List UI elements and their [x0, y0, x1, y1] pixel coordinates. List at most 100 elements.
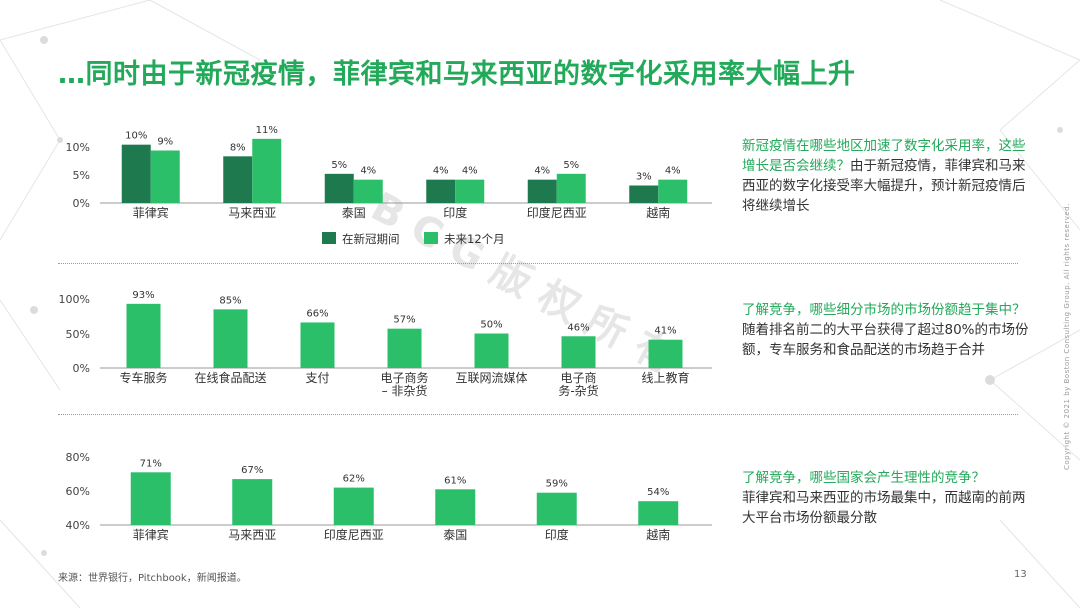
chart1-data-label: 5% — [331, 160, 347, 171]
chart2-category-label: 电子商务 — [380, 370, 428, 385]
chart1-data-label: 4% — [534, 166, 550, 177]
legend-swatch — [424, 232, 438, 244]
chart2-bar — [648, 339, 683, 368]
source-note: 来源：世界银行，Pitchbook，新闻报道。 — [58, 573, 247, 584]
chart3-data-label: 71% — [140, 458, 162, 469]
chart1-bar — [324, 173, 354, 203]
chart1-data-label: 4% — [462, 166, 478, 177]
chart1-ytick-label: 5% — [73, 169, 90, 182]
chart1-bar — [353, 179, 383, 203]
chart1-category-label: 越南 — [646, 205, 670, 220]
chart3-bar — [232, 479, 273, 525]
chart1-data-label: 4% — [433, 166, 449, 177]
chart1-data-label: 10% — [125, 131, 147, 142]
chart2-category-label: 支付 — [305, 371, 329, 385]
chart1-data-label: 5% — [563, 160, 579, 171]
chart3-bar — [536, 492, 577, 525]
chart3-category-label: 印度尼西亚 — [324, 527, 384, 542]
insight-note-1: 新冠疫情在哪些地区加速了数字化采用率，这些增长是否会继续？由于新冠疫情，菲律宾和… — [742, 136, 1034, 216]
chart1-data-label: 4% — [665, 166, 681, 177]
chart2-category-label: 务-杂货 — [558, 383, 598, 398]
section-divider-2 — [58, 414, 1018, 415]
chart1-category-label: 马来西亚 — [228, 206, 276, 220]
chart3-bar — [130, 472, 171, 525]
chart2-data-label: 85% — [219, 295, 241, 306]
chart1-bar — [150, 150, 180, 203]
chart3-data-label: 62% — [343, 474, 365, 485]
page-number: 13 — [1014, 569, 1027, 580]
chart3-ytick-label: 40% — [66, 519, 90, 532]
chart1-bar — [252, 138, 282, 203]
chart3-bar — [435, 489, 476, 525]
legend-label: 在新冠期间 — [342, 232, 400, 246]
chart1-data-label: 11% — [256, 125, 278, 136]
insight-note-2: 了解竞争，哪些细分市场的市场份额趋于集中？ 随着排名前二的大平台获得了超过80%的… — [742, 300, 1034, 360]
chart3-category-label: 菲律宾 — [133, 527, 169, 542]
chart2-bar — [474, 333, 509, 368]
chart2-ytick-label: 100% — [59, 293, 90, 306]
insight-note-3: 了解竞争，哪些国家会产生理性的竞争？ 菲律宾和马来西亚的市场最集中，而越南的前两大… — [742, 468, 1034, 528]
chart1-bar — [629, 185, 659, 203]
chart3-category-label: 马来西亚 — [228, 528, 276, 542]
chart1-data-label: 3% — [636, 172, 652, 183]
chart2-category-label: 互联网流媒体 — [455, 371, 527, 385]
legend-label: 未来12个月 — [444, 232, 505, 246]
chart3-category-label: 越南 — [646, 527, 670, 542]
copyright-notice: Copyright © 2021 by Boston Consulting Gr… — [1063, 203, 1071, 470]
legend-swatch — [322, 232, 336, 244]
chart1-bar — [556, 173, 586, 203]
chart2-bar — [300, 322, 335, 368]
chart3-ytick-label: 60% — [66, 485, 90, 498]
chart2-bar — [213, 309, 248, 368]
insight-answer-3: 菲律宾和马来西亚的市场最集中，而越南的前两大平台市场份额最分散 — [742, 490, 1026, 526]
chart1-bar — [658, 179, 688, 203]
insight-answer-2: 随着排名前二的大平台获得了超过80%的市场份额，专车服务和食品配送的市场趋于合并 — [742, 322, 1029, 358]
chart3-data-label: 59% — [546, 479, 568, 490]
insight-question-2: 了解竞争，哪些细分市场的市场份额趋于集中？ — [742, 302, 1026, 318]
chart1-category-label: 泰国 — [342, 206, 366, 220]
chart2-ytick-label: 50% — [66, 328, 90, 341]
chart3-ytick-label: 80% — [66, 451, 90, 464]
chart3-category-label: 泰国 — [443, 528, 467, 542]
chart2-data-label: 41% — [654, 326, 676, 337]
insight-question-1: 新冠疫情在哪些地区加速了数字化采用率，这些增长是否会继续？ — [742, 138, 1026, 174]
chart1-data-label: 9% — [157, 137, 173, 148]
chart2-data-label: 57% — [393, 315, 415, 326]
chart3-data-label: 67% — [241, 465, 263, 476]
chart2-data-label: 93% — [132, 290, 154, 301]
chart2-category-label: 专车服务 — [119, 370, 167, 385]
chart1-bar — [455, 179, 485, 203]
insight-question-3: 了解竞争，哪些国家会产生理性的竞争？ — [742, 470, 985, 486]
chart2-category-label: – 非杂货 — [382, 383, 428, 398]
section-divider-1 — [58, 263, 1018, 264]
chart1-category-label: 菲律宾 — [133, 205, 169, 220]
chart2-data-label: 46% — [567, 322, 589, 333]
chart3-bar — [638, 501, 679, 525]
chart2-category-label: 线上教育 — [641, 370, 689, 385]
chart1-data-label: 8% — [230, 142, 246, 153]
chart2-category-label: 在线食品配送 — [194, 370, 266, 385]
chart1-bar — [223, 156, 253, 203]
chart1-data-label: 4% — [360, 166, 376, 177]
chart2-bar — [387, 328, 422, 368]
chart1-bar — [426, 179, 456, 203]
chart1-bar — [527, 179, 557, 203]
chart2-category-label: 电子商 — [560, 370, 596, 385]
chart3-data-label: 61% — [444, 475, 466, 486]
chart3-bar — [333, 487, 374, 525]
chart1-category-label: 印度尼西亚 — [527, 205, 587, 220]
chart1-ytick-label: 0% — [73, 197, 90, 210]
page-title: …同时由于新冠疫情，菲律宾和马来西亚的数字化采用率大幅上升 — [58, 59, 856, 90]
chart1-category-label: 印度 — [443, 205, 467, 220]
insight-answer-1: 由于新冠疫情，菲律宾和马来西亚的数字化接受率大幅提升，预计新冠疫情后将继续增长 — [742, 158, 1026, 214]
chart2-data-label: 66% — [306, 308, 328, 319]
chart2-bar — [126, 303, 161, 368]
chart3-data-label: 54% — [647, 487, 669, 498]
chart2-data-label: 50% — [480, 320, 502, 331]
chart3-category-label: 印度 — [545, 527, 569, 542]
chart1-ytick-label: 10% — [66, 141, 90, 154]
chart2-ytick-label: 0% — [73, 362, 90, 375]
chart1-bar — [121, 144, 151, 203]
